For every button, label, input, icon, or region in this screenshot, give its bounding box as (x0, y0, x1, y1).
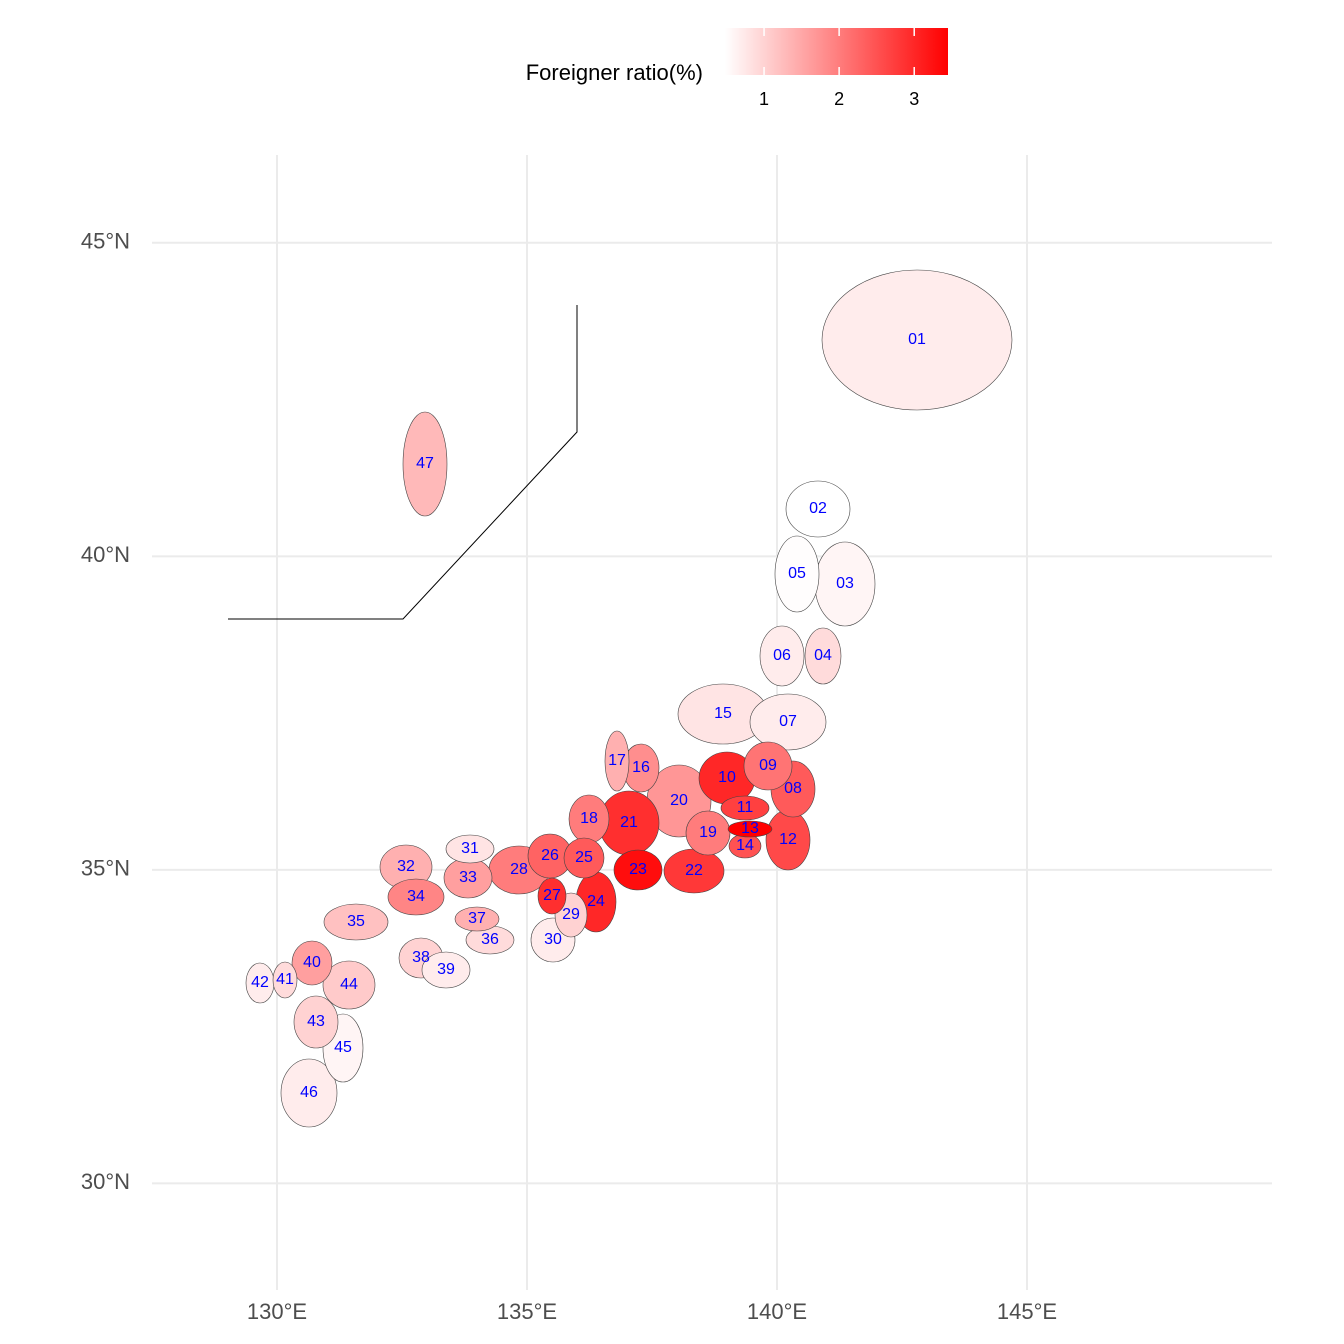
prefecture-code: 09 (759, 757, 777, 774)
prefecture (293, 995, 339, 1049)
prefecture (613, 849, 663, 891)
prefecture-code: 01 (908, 331, 926, 348)
prefecture-code: 43 (307, 1013, 325, 1030)
x-tick-label: 140°E (747, 1299, 807, 1324)
legend: Foreigner ratio(%) 1 2 3 (526, 28, 948, 109)
prefecture-code: 28 (510, 861, 528, 878)
prefecture-code: 10 (718, 769, 736, 786)
prefecture-code: 39 (437, 961, 455, 978)
prefecture (749, 693, 827, 751)
prefecture (322, 960, 376, 1010)
prefecture (604, 730, 630, 792)
prefecture-code: 03 (836, 575, 854, 592)
prefecture-code: 27 (543, 887, 561, 904)
prefecture-code: 11 (737, 799, 754, 816)
prefecture-code: 44 (340, 976, 358, 993)
prefecture-code: 29 (562, 906, 580, 923)
x-tick-label: 130°E (247, 1299, 307, 1324)
x-tick-label: 145°E (997, 1299, 1057, 1324)
prefecture-code: 12 (779, 831, 797, 848)
prefecture-code: 04 (814, 647, 832, 664)
y-tick-label: 30°N (81, 1169, 130, 1194)
prefecture-code: 15 (714, 705, 732, 722)
prefecture-code: 34 (407, 888, 425, 905)
prefecture (421, 951, 471, 989)
prefecture-code: 13 (741, 820, 759, 837)
prefecture-code: 24 (587, 893, 605, 910)
prefecture-code: 32 (397, 858, 415, 875)
prefecture-code: 47 (416, 455, 434, 472)
prefecture (720, 795, 770, 821)
prefecture-code: 35 (347, 913, 365, 930)
prefecture-code: 19 (699, 824, 717, 841)
prefecture-code: 42 (251, 974, 269, 991)
prefecture-code: 23 (629, 861, 647, 878)
prefecture-code: 30 (544, 931, 562, 948)
prefecture-code: 08 (784, 780, 802, 797)
prefecture (759, 625, 805, 687)
inset-border (228, 305, 578, 620)
grid: 130°E 135°E 140°E 145°E 30°N 35°N 40°N 45°N (81, 155, 1272, 1324)
prefecture-code: 07 (779, 713, 797, 730)
prefecture (563, 837, 605, 879)
prefecture-code: 20 (670, 792, 688, 809)
legend-colorbar (725, 28, 948, 75)
prefecture-code: 05 (788, 565, 806, 582)
legend-title: Foreigner ratio(%) (526, 60, 703, 85)
prefecture-code: 17 (608, 752, 626, 769)
prefecture (454, 906, 500, 932)
prefecture (445, 834, 495, 864)
prefecture (272, 961, 298, 999)
prefecture-code: 16 (632, 759, 650, 776)
y-tick-label: 45°N (81, 229, 130, 254)
prefecture (323, 903, 389, 941)
prefecture-code: 21 (620, 814, 638, 831)
prefecture (685, 810, 731, 856)
prefecture-code: 45 (334, 1039, 352, 1056)
prefecture-code: 31 (461, 840, 479, 857)
prefecture-code: 25 (575, 849, 593, 866)
prefecture-code: 02 (809, 500, 827, 517)
legend-tick-label: 2 (834, 89, 844, 109)
y-tick-label: 35°N (81, 856, 130, 881)
prefecture-code: 14 (736, 837, 754, 854)
prefecture (537, 877, 567, 915)
prefecture (291, 940, 333, 986)
legend-tick-label: 3 (909, 89, 919, 109)
prefecture-code: 41 (276, 971, 294, 988)
prefecture-code: 33 (459, 869, 477, 886)
prefecture (743, 741, 793, 791)
prefecture-code: 22 (685, 862, 703, 879)
prefecture (727, 820, 773, 838)
prefecture-code: 40 (303, 954, 321, 971)
prefecture-code: 37 (468, 910, 486, 927)
prefecture (280, 1058, 338, 1128)
prefecture-code: 36 (481, 931, 499, 948)
prefecture (785, 480, 851, 538)
legend-tick-label: 1 (759, 89, 769, 109)
prefecture (402, 411, 448, 517)
prefecture (387, 878, 445, 916)
prefecture (774, 535, 820, 613)
prefecture-code: 38 (412, 949, 430, 966)
prefecture (804, 627, 842, 685)
prefecture-code: 18 (580, 810, 598, 827)
prefecture-code: 46 (300, 1084, 318, 1101)
prefecture-code: 26 (541, 847, 559, 864)
prefecture (821, 269, 1013, 411)
y-tick-label: 40°N (81, 542, 130, 567)
x-tick-label: 135°E (497, 1299, 557, 1324)
prefecture-code: 06 (773, 647, 791, 664)
